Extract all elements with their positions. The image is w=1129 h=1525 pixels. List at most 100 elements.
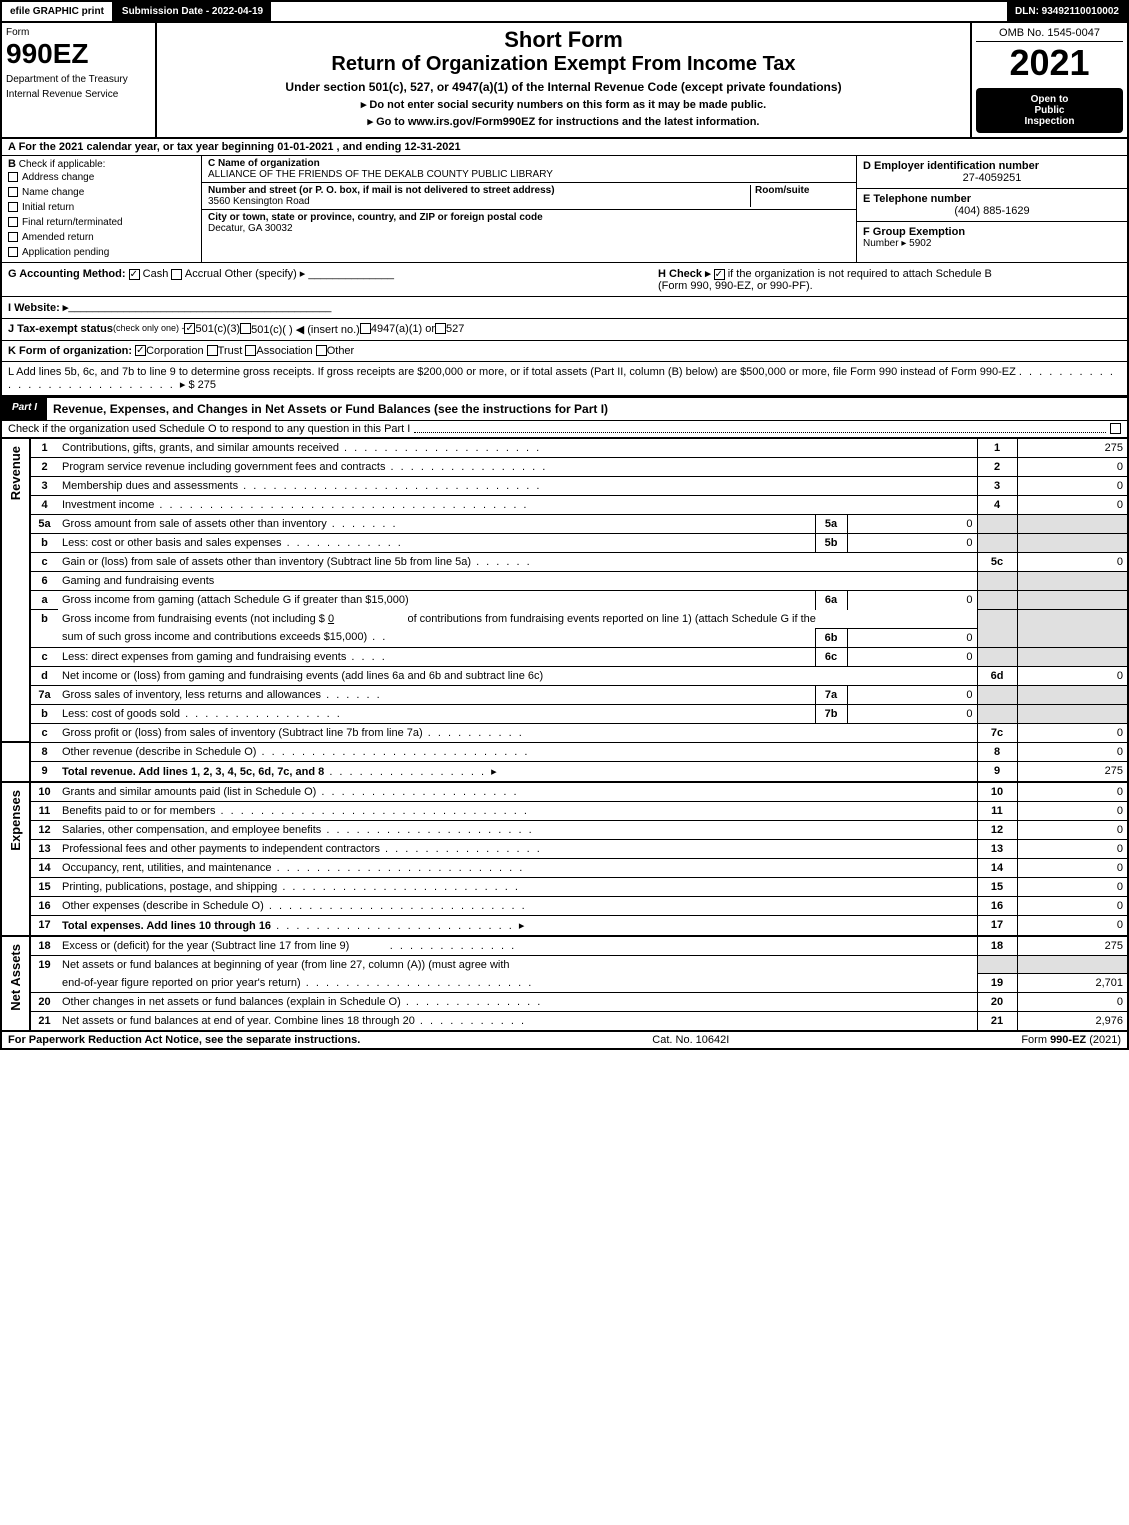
submission-date-button[interactable]: Submission Date - 2022-04-19 [114, 2, 273, 21]
row-9: 9 Total revenue. Add lines 1, 2, 3, 4, 5… [2, 761, 1127, 782]
rval-11: 0 [1017, 801, 1127, 820]
rval-7a-grey [1017, 685, 1127, 704]
vtab-netassets: Net Assets [2, 936, 30, 1031]
row-k: K Form of organization: Corporation Trus… [2, 341, 1127, 362]
checkbox-final-return[interactable] [8, 217, 18, 227]
tax-year: 2021 [976, 42, 1123, 84]
checkbox-4947[interactable] [360, 323, 371, 334]
ln-7a: 7a [30, 685, 58, 704]
l-text: L Add lines 5b, 6c, and 7b to line 9 to … [8, 366, 1016, 378]
omb-number: OMB No. 1545-0047 [976, 27, 1123, 42]
checkbox-501c3[interactable] [184, 323, 195, 334]
checkbox-cash[interactable] [129, 269, 140, 280]
ln-2: 2 [30, 458, 58, 477]
desc-16: Other expenses (describe in Schedule O) [62, 900, 264, 912]
desc-6b-1: Gross income from fundraising events (no… [62, 613, 325, 625]
checkbox-assoc[interactable] [245, 345, 256, 356]
ln-16: 16 [30, 896, 58, 915]
desc-7b: Less: cost of goods sold [62, 708, 180, 720]
row-l: L Add lines 5b, 6c, and 7b to line 9 to … [2, 362, 1127, 396]
checkbox-501c[interactable] [240, 323, 251, 334]
open-line2: Public [982, 105, 1117, 116]
footer-left: For Paperwork Reduction Act Notice, see … [8, 1034, 360, 1046]
rln-3: 3 [977, 477, 1017, 496]
checkbox-part1-scho[interactable] [1110, 423, 1121, 434]
row-2: 2 Program service revenue including gove… [2, 458, 1127, 477]
ln-18: 18 [30, 936, 58, 956]
row-1: Revenue 1 Contributions, gifts, grants, … [2, 439, 1127, 458]
subln-7a: 7a [815, 685, 847, 704]
rval-10: 0 [1017, 782, 1127, 802]
checkbox-h[interactable] [714, 269, 725, 280]
subln-5a: 5a [815, 515, 847, 534]
row-18: Net Assets 18 Excess or (deficit) for th… [2, 936, 1127, 956]
checkbox-other[interactable] [316, 345, 327, 356]
g-other: Other (specify) ▸ [225, 268, 306, 280]
checkbox-amended-return[interactable] [8, 232, 18, 242]
rln-2: 2 [977, 458, 1017, 477]
opt-application-pending: Application pending [22, 247, 109, 258]
rln-6c-grey [977, 647, 1017, 666]
checkbox-initial-return[interactable] [8, 202, 18, 212]
row-4: 4 Investment income . . . . . . . . . . … [2, 496, 1127, 515]
row-i: I Website: ▸ ___________________________… [2, 297, 1127, 319]
row-3: 3 Membership dues and assessments . . . … [2, 477, 1127, 496]
c-street-label: Number and street (or P. O. box, if mail… [208, 185, 750, 196]
row-6b-2: sum of such gross income and contributio… [2, 628, 1127, 647]
rln-18: 18 [977, 936, 1017, 956]
c-name-value: ALLIANCE OF THE FRIENDS OF THE DEKALB CO… [208, 169, 850, 180]
ln-14: 14 [30, 858, 58, 877]
subval-6c: 0 [847, 647, 977, 666]
row-5c: c Gain or (loss) from sale of assets oth… [2, 553, 1127, 572]
desc-9: Total revenue. Add lines 1, 2, 3, 4, 5c,… [62, 766, 324, 778]
rval-6-grey [1017, 572, 1127, 591]
f-label: F Group Exemption [863, 226, 965, 238]
row-17: 17 Total expenses. Add lines 10 through … [2, 915, 1127, 936]
g-label: G Accounting Method: [8, 268, 126, 280]
checkbox-name-change[interactable] [8, 187, 18, 197]
f-value: 5902 [909, 238, 931, 249]
k-o4: Other [327, 345, 355, 357]
checkbox-application-pending[interactable] [8, 247, 18, 257]
part1-check-row: Check if the organization used Schedule … [2, 421, 1127, 438]
desc-6b-3: sum of such gross income and contributio… [62, 631, 367, 643]
ln-13: 13 [30, 839, 58, 858]
form-page: efile GRAPHIC print Submission Date - 20… [0, 0, 1129, 1050]
rval-2: 0 [1017, 458, 1127, 477]
rln-7b-grey [977, 704, 1017, 723]
row-6d: d Net income or (loss) from gaming and f… [2, 666, 1127, 685]
header-col2: Short Form Return of Organization Exempt… [157, 23, 972, 137]
desc-1: Contributions, gifts, grants, and simila… [62, 442, 339, 454]
desc-10: Grants and similar amounts paid (list in… [62, 786, 316, 798]
form-word: Form [6, 27, 151, 38]
dln-label: DLN: 93492110010002 [1007, 2, 1127, 21]
vtab-revenue: Revenue [2, 439, 30, 743]
ln-6a: a [30, 591, 58, 610]
j-o2: 501(c)( ) ◀ (insert no.) [251, 323, 360, 336]
part1-tab: Part I [2, 398, 47, 420]
c-city-value: Decatur, GA 30032 [208, 223, 850, 234]
subln-6c: 6c [815, 647, 847, 666]
rln-11: 11 [977, 801, 1017, 820]
dept-irs: Internal Revenue Service [6, 85, 151, 100]
part1-check-dots [414, 423, 1106, 433]
k-o2: Trust [218, 345, 243, 357]
checkbox-527[interactable] [435, 323, 446, 334]
rval-20: 0 [1017, 993, 1127, 1012]
vtab-revenue-cont [2, 742, 30, 782]
header-col1: Form 990EZ Department of the Treasury In… [2, 23, 157, 137]
checkbox-accrual[interactable] [171, 269, 182, 280]
row-15: 15 Printing, publications, postage, and … [2, 877, 1127, 896]
row-10: Expenses 10 Grants and similar amounts p… [2, 782, 1127, 802]
subln-6b: 6b [815, 628, 847, 647]
rval-16: 0 [1017, 896, 1127, 915]
checkbox-corp[interactable] [135, 345, 146, 356]
j-label: J Tax-exempt status [8, 323, 113, 336]
efile-print-button[interactable]: efile GRAPHIC print [2, 2, 114, 21]
checkbox-trust[interactable] [207, 345, 218, 356]
opt-name-change: Name change [22, 187, 84, 198]
checkbox-address-change[interactable] [8, 172, 18, 182]
subval-7b: 0 [847, 704, 977, 723]
rval-12: 0 [1017, 820, 1127, 839]
desc-12: Salaries, other compensation, and employ… [62, 824, 321, 836]
